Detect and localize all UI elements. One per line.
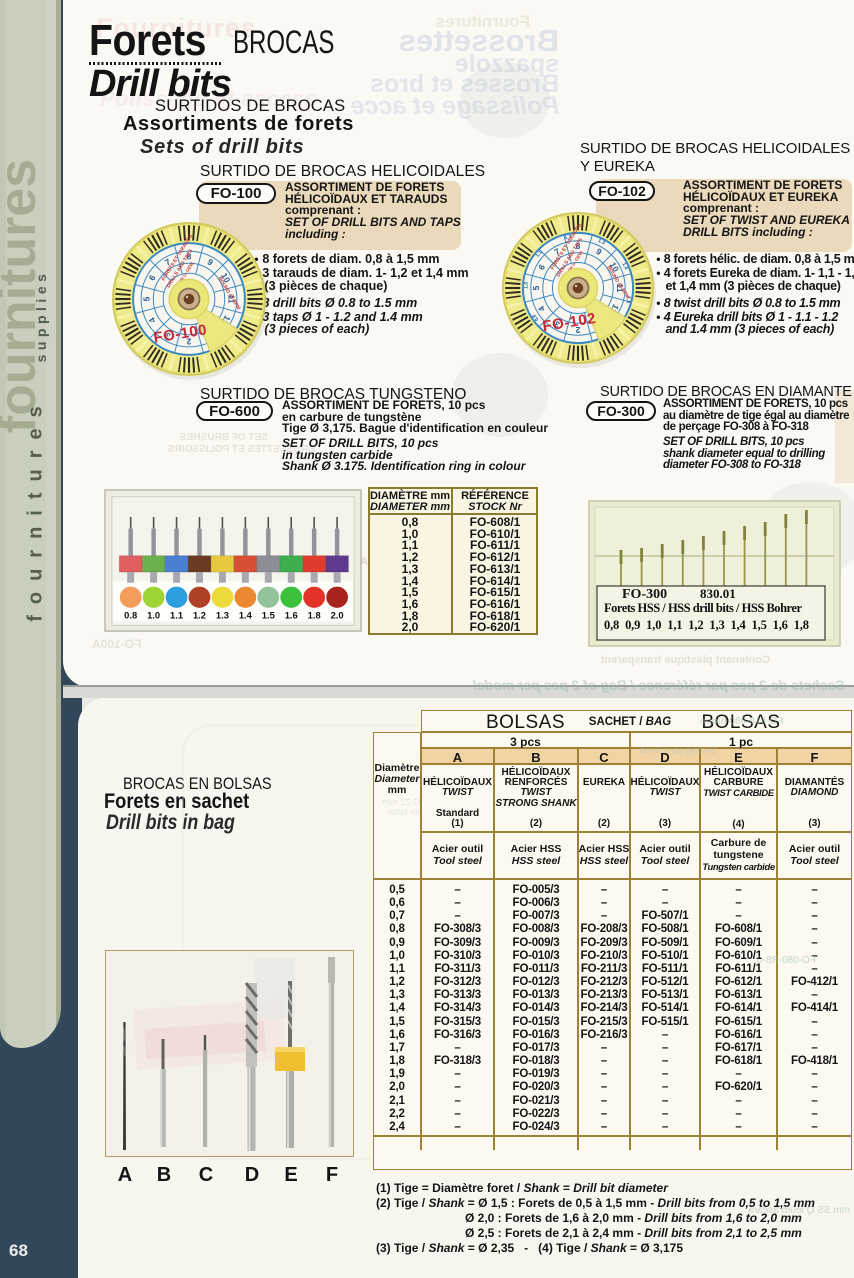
svg-text:1.4: 1.4 xyxy=(239,611,253,621)
svg-text:5: 5 xyxy=(531,285,541,290)
svg-text:1.1: 1.1 xyxy=(535,249,544,258)
svg-text:2.0: 2.0 xyxy=(331,611,344,621)
svg-text:9: 9 xyxy=(206,257,215,268)
svg-text:1.5: 1.5 xyxy=(624,295,631,303)
svg-text:7: 7 xyxy=(163,257,172,268)
svg-text:0,8 0,9 1,0 1,1 1,2 1,3: 0,8 0,9 1,0 1,1 1,2 1,3 1,4 1,5 1,6 1,8 xyxy=(604,618,809,632)
svg-text:2: 2 xyxy=(186,337,191,347)
svg-text:1.5: 1.5 xyxy=(262,611,275,621)
svg-text:1.0: 1.0 xyxy=(523,281,529,288)
svg-text:2: 2 xyxy=(575,325,580,335)
svg-text:1.1: 1.1 xyxy=(170,611,183,621)
svg-text:8: 8 xyxy=(576,241,581,251)
svg-text:6: 6 xyxy=(536,262,547,271)
svg-text:1.2: 1.2 xyxy=(564,234,572,241)
svg-text:1.4: 1.4 xyxy=(620,262,628,271)
svg-text:6: 6 xyxy=(147,273,158,282)
svg-text:1.2: 1.2 xyxy=(193,611,206,621)
svg-text:Forets HSS / HSS drill bits /: Forets HSS / HSS drill bits / HSS Bohrer xyxy=(604,601,802,615)
svg-text:1.0: 1.0 xyxy=(147,611,160,621)
svg-text:FO-300: FO-300 xyxy=(622,587,667,602)
svg-text:8: 8 xyxy=(187,251,192,261)
svg-text:1.3: 1.3 xyxy=(216,611,229,621)
svg-text:830.01: 830.01 xyxy=(700,586,736,601)
svg-text:11: 11 xyxy=(227,295,237,304)
svg-text:1.6: 1.6 xyxy=(285,611,298,621)
svg-text:4: 4 xyxy=(536,304,547,313)
svg-text:7: 7 xyxy=(552,246,561,257)
svg-text:4: 4 xyxy=(147,315,158,324)
svg-text:5: 5 xyxy=(141,296,151,301)
svg-text:1.3: 1.3 xyxy=(597,238,606,247)
svg-text:3: 3 xyxy=(163,330,172,341)
svg-text:10: 10 xyxy=(219,271,233,284)
svg-text:3: 3 xyxy=(552,319,561,330)
svg-text:0.8: 0.8 xyxy=(124,611,137,621)
svg-text:11: 11 xyxy=(615,284,625,293)
svg-text:0.8: 0.8 xyxy=(531,313,540,322)
svg-text:9: 9 xyxy=(594,246,603,257)
svg-text:10: 10 xyxy=(608,260,622,273)
svg-text:1.8: 1.8 xyxy=(308,611,321,621)
